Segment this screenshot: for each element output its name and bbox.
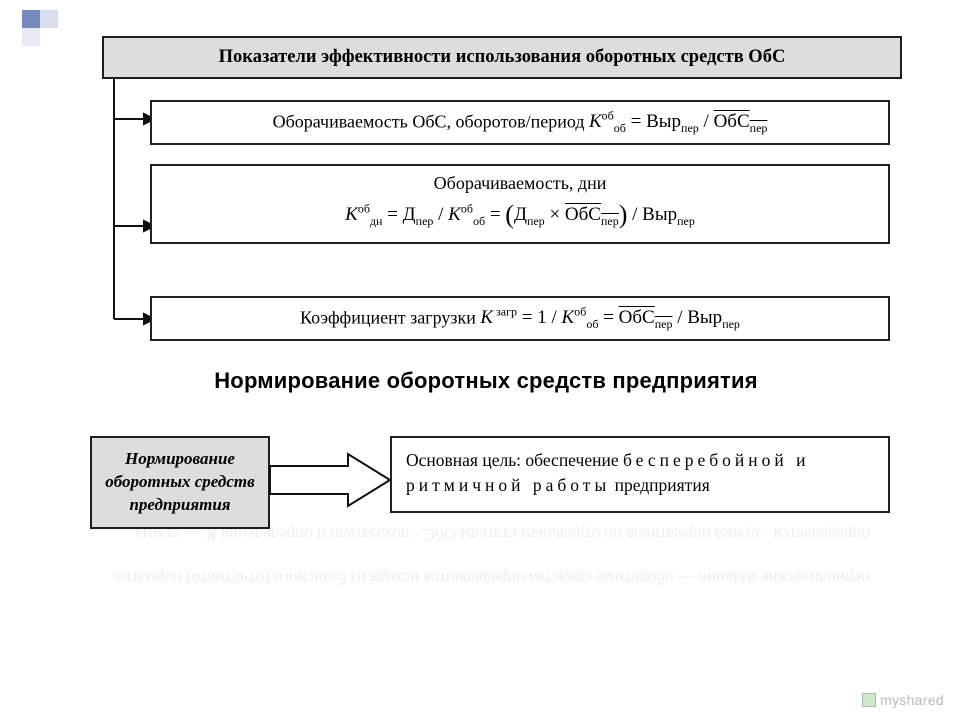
turnover-days-formula: Kобдн = Дпер / Kобоб = (Дпер × ОбСпер) /… bbox=[166, 200, 874, 230]
load-coeff-math: K загр = 1 / Kобоб = ОбСпер / Вырпер bbox=[480, 307, 740, 328]
norm-goal-prefix: Основная цель: обеспечение bbox=[406, 450, 623, 470]
corner-decoration-icon bbox=[22, 10, 62, 50]
watermark-icon bbox=[862, 693, 876, 707]
watermark-text: myshared bbox=[880, 692, 944, 708]
header-text: Показатели эффективности использования о… bbox=[219, 47, 786, 67]
turnover-days-box: Оборачиваемость, дни Kобдн = Дпер / Kобо… bbox=[150, 164, 890, 244]
turnover-days-title: Оборачиваемость, дни bbox=[166, 173, 874, 194]
norm-goal-box: Основная цель: обеспечение бесперебойной… bbox=[390, 436, 890, 513]
turnover-cycles-math: Kобоб = Вырпер / ОбСпер bbox=[589, 111, 767, 132]
watermark: myshared bbox=[862, 692, 944, 708]
turnover-cycles-formula: Оборачиваемость ОбС, оборотов/период Kоб… bbox=[166, 109, 874, 136]
norm-goal-suffix: предприятия bbox=[610, 475, 710, 495]
section-title: Нормирование оборотных средств предприят… bbox=[70, 368, 902, 394]
load-coeff-box: Коэффициент загрузки K загр = 1 / Kобоб … bbox=[150, 296, 890, 341]
load-coeff-label: Коэффициент загрузки bbox=[300, 307, 480, 327]
block-arrow-icon bbox=[268, 452, 396, 508]
norm-source-text: Нормирование оборотных средств предприят… bbox=[105, 449, 254, 514]
diagram-root: Показатели эффективности использования о… bbox=[70, 36, 902, 680]
norm-source-box: Нормирование оборотных средств предприят… bbox=[90, 436, 270, 529]
header-box: Показатели эффективности использования о… bbox=[102, 36, 902, 79]
load-coeff-formula: Коэффициент загрузки K загр = 1 / Kобоб … bbox=[166, 305, 874, 332]
turnover-cycles-box: Оборачиваемость ОбС, оборотов/период Kоб… bbox=[150, 100, 890, 145]
turnover-cycles-label: Оборачиваемость ОбС, оборотов/период bbox=[273, 111, 589, 131]
